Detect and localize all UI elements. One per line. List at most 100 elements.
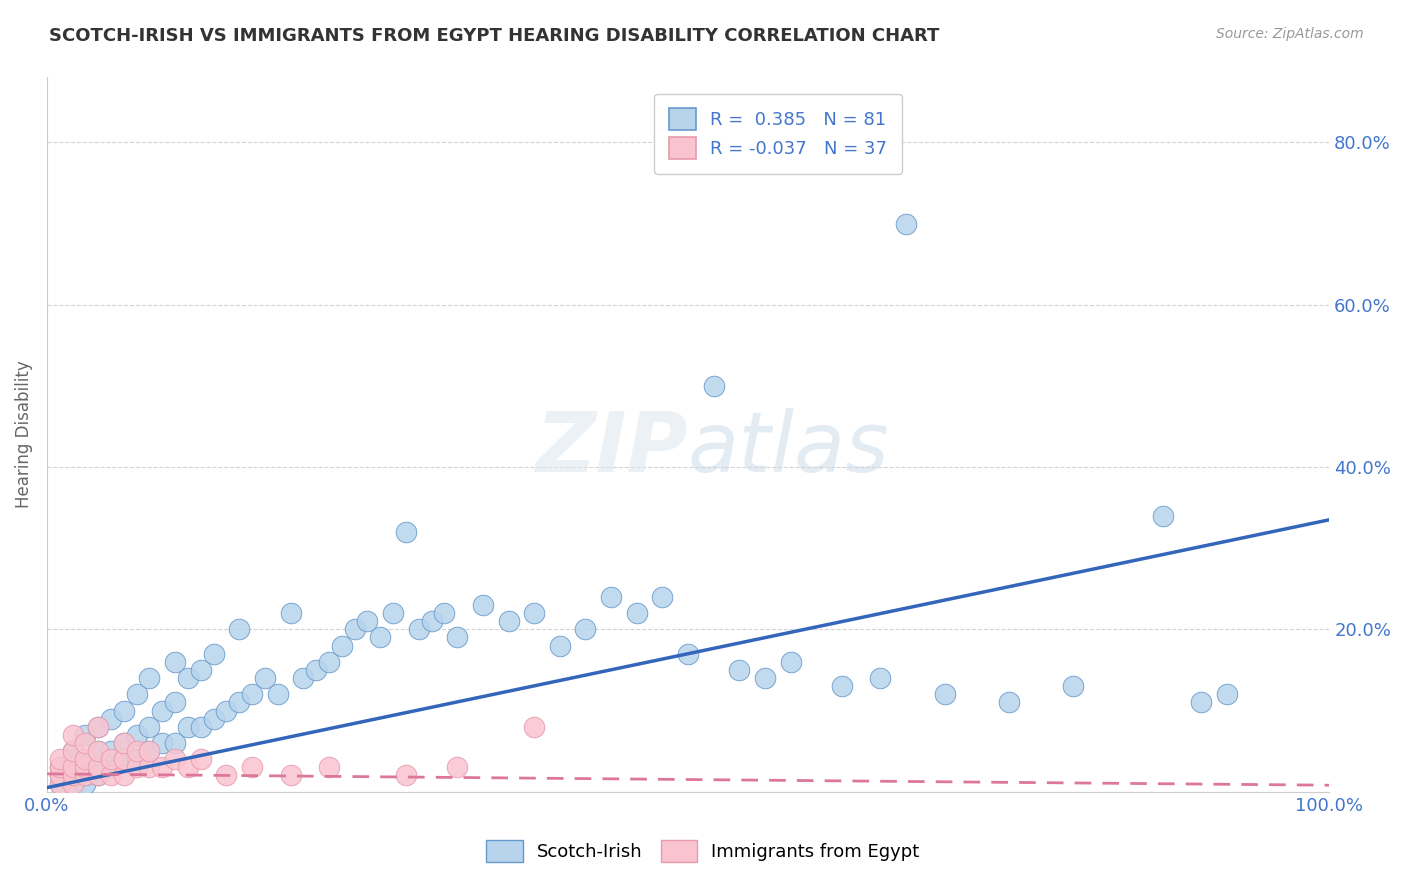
Point [75, 768, 97, 782]
Point [869, 671, 891, 685]
Point [343, 623, 366, 637]
Point [87, 744, 110, 758]
Point [215, 768, 238, 782]
Point [1215, 687, 1237, 701]
Point [318, 655, 340, 669]
Point [523, 720, 546, 734]
Point [48, 768, 70, 782]
Point [1062, 679, 1084, 693]
Point [62, 760, 84, 774]
Point [676, 647, 699, 661]
Point [498, 614, 520, 628]
Point [420, 614, 443, 628]
Point [165, 752, 187, 766]
Point [202, 712, 225, 726]
Point [894, 217, 917, 231]
Point [138, 720, 160, 734]
Point [125, 760, 148, 774]
Point [62, 776, 84, 790]
Point [408, 623, 430, 637]
Point [48, 768, 70, 782]
Point [779, 655, 801, 669]
Point [651, 590, 673, 604]
Point [395, 768, 418, 782]
Point [280, 606, 302, 620]
Point [62, 744, 84, 758]
Point [165, 695, 187, 709]
Point [202, 647, 225, 661]
Point [548, 639, 571, 653]
Point [112, 704, 135, 718]
Point [62, 768, 84, 782]
Point [305, 663, 328, 677]
Point [125, 728, 148, 742]
Legend: R =  0.385   N = 81, R = -0.037   N = 37: R = 0.385 N = 81, R = -0.037 N = 37 [654, 94, 901, 174]
Text: atlas: atlas [688, 409, 890, 490]
Point [165, 736, 187, 750]
Point [75, 728, 97, 742]
Point [253, 671, 276, 685]
Point [62, 744, 84, 758]
Point [240, 687, 263, 701]
Point [228, 623, 250, 637]
Point [471, 598, 494, 612]
Text: SCOTCH-IRISH VS IMMIGRANTS FROM EGYPT HEARING DISABILITY CORRELATION CHART: SCOTCH-IRISH VS IMMIGRANTS FROM EGYPT HE… [49, 27, 939, 45]
Point [446, 631, 468, 645]
Point [368, 631, 391, 645]
Point [112, 768, 135, 782]
Point [75, 752, 97, 766]
Point [62, 760, 84, 774]
Point [138, 671, 160, 685]
Point [87, 760, 110, 774]
Point [100, 768, 122, 782]
Point [100, 760, 122, 774]
Point [138, 760, 160, 774]
Point [267, 687, 290, 701]
Text: Source: ZipAtlas.com: Source: ZipAtlas.com [1216, 27, 1364, 41]
Point [48, 760, 70, 774]
Point [75, 752, 97, 766]
Point [75, 776, 97, 790]
Point [112, 752, 135, 766]
Point [87, 744, 110, 758]
Point [62, 776, 84, 790]
Point [125, 687, 148, 701]
Point [87, 760, 110, 774]
Point [48, 776, 70, 790]
Point [150, 704, 173, 718]
Point [48, 760, 70, 774]
Point [728, 663, 751, 677]
Point [177, 720, 200, 734]
Point [997, 695, 1019, 709]
Y-axis label: Hearing Disability: Hearing Disability [15, 360, 32, 508]
Point [125, 744, 148, 758]
Point [703, 379, 725, 393]
Point [87, 768, 110, 782]
Point [87, 720, 110, 734]
Point [100, 712, 122, 726]
Point [523, 606, 546, 620]
Point [48, 752, 70, 766]
Point [600, 590, 623, 604]
Point [177, 760, 200, 774]
Point [215, 704, 238, 718]
Point [62, 728, 84, 742]
Point [433, 606, 456, 620]
Point [292, 671, 315, 685]
Point [831, 679, 853, 693]
Point [190, 663, 212, 677]
Point [112, 752, 135, 766]
Point [318, 760, 340, 774]
Point [446, 760, 468, 774]
Point [240, 760, 263, 774]
Point [62, 752, 84, 766]
Point [165, 655, 187, 669]
Point [125, 752, 148, 766]
Point [177, 671, 200, 685]
Legend: Scotch-Irish, Immigrants from Egypt: Scotch-Irish, Immigrants from Egypt [479, 833, 927, 870]
Point [626, 606, 648, 620]
Point [75, 768, 97, 782]
Point [934, 687, 956, 701]
Point [754, 671, 776, 685]
Point [574, 623, 596, 637]
